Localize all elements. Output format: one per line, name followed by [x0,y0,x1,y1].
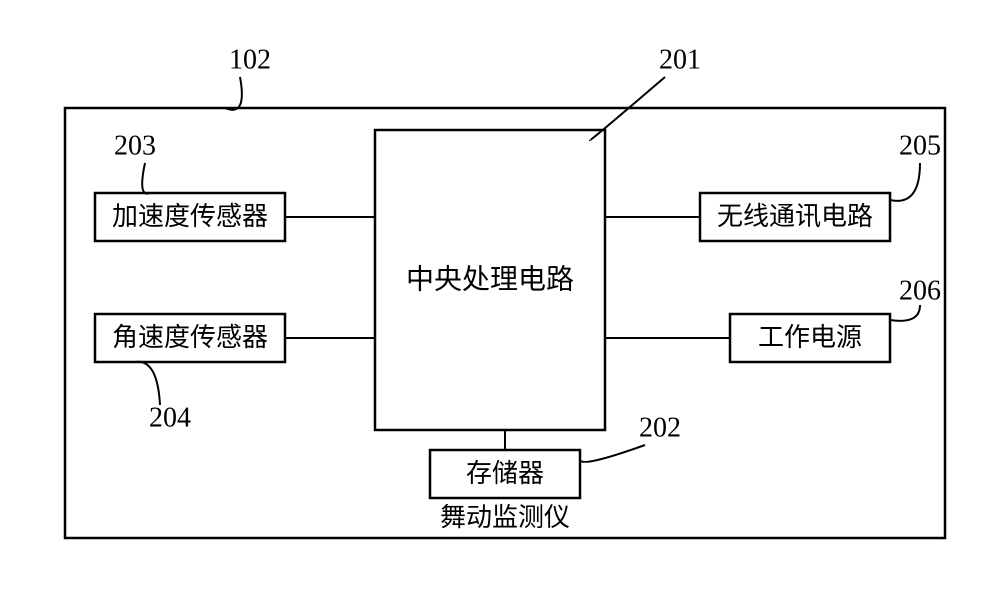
diagram-caption: 舞动监测仪 [440,503,570,532]
cpu-label: 中央处理电路 [406,263,574,295]
block-diagram: 中央处理电路 加速度传感器角速度传感器 无线通讯电路工作电源存储器 102 201 203… [0,0,1000,589]
mem-label: 存储器 [466,459,544,488]
leader-102 [225,77,242,110]
ref-102: 102 [229,44,271,75]
ref-203: 203 [114,130,156,161]
ref-205: 205 [899,130,941,161]
leader-205 [890,163,920,201]
leader-202 [580,445,645,462]
accel-label: 加速度传感器 [112,202,268,231]
ref-206: 206 [899,275,941,306]
ref-201: 201 [659,44,701,75]
power-label: 工作电源 [758,323,862,352]
leader-204 [135,362,160,405]
leader-206 [890,305,920,321]
gyro-label: 角速度传感器 [112,323,268,352]
radio-label: 无线通讯电路 [717,202,873,231]
ref-202: 202 [639,412,681,443]
ref-204: 204 [149,402,191,433]
leader-203 [142,163,150,194]
